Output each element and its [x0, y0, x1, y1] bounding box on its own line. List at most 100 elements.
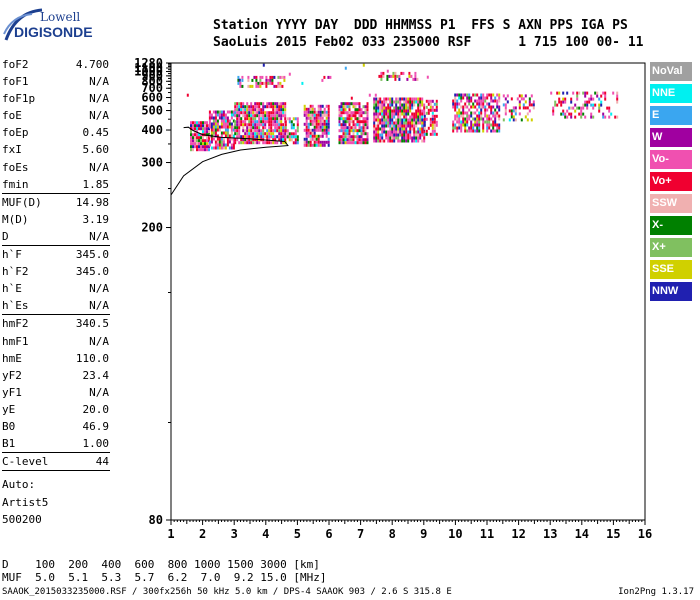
echo-point: [342, 123, 345, 127]
echo-point: [510, 115, 513, 119]
echo-point: [234, 126, 237, 130]
echo-point: [486, 93, 489, 97]
echo-point: [260, 108, 263, 112]
echo-point: [319, 128, 322, 132]
echo-point: [190, 136, 192, 140]
echo-point: [202, 145, 204, 149]
echo-point: [354, 126, 357, 130]
echo-point: [220, 134, 223, 138]
echo-point: [596, 94, 599, 98]
echo-point: [409, 130, 412, 134]
echo-point: [305, 113, 308, 117]
echo-point: [413, 139, 416, 143]
echo-point: [496, 111, 499, 115]
echo-point: [344, 132, 347, 136]
echo-point: [393, 109, 396, 113]
echo-point: [405, 124, 408, 128]
echo-point: [317, 104, 320, 108]
echo-point: [288, 132, 291, 136]
echo-point: [406, 77, 409, 81]
echo-point: [462, 111, 465, 115]
echo-point: [366, 123, 369, 127]
echo-point: [407, 100, 410, 104]
echo-point: [383, 106, 386, 110]
echo-point: [464, 120, 467, 124]
echo-point: [391, 130, 394, 134]
echo-point: [325, 110, 328, 114]
echo-point: [415, 139, 418, 143]
echo-point: [276, 123, 279, 127]
legend-item-vo-: Vo+: [650, 172, 692, 191]
echo-point: [226, 143, 229, 147]
echo-point: [415, 100, 418, 104]
echo-point: [464, 93, 467, 97]
echo-point: [340, 114, 343, 118]
echo-point: [407, 133, 410, 137]
echo-point: [393, 121, 396, 125]
echo-point: [259, 75, 262, 79]
echo-point: [286, 129, 289, 133]
echo-point: [358, 141, 361, 145]
echo-point: [266, 102, 269, 106]
echo-point: [307, 122, 310, 126]
echo-point: [327, 107, 330, 111]
echo-point: [556, 91, 559, 95]
echo-point: [224, 134, 227, 138]
echo-point: [309, 128, 312, 132]
echo-point: [530, 118, 533, 122]
echo-point: [460, 99, 463, 103]
echo-point: [342, 102, 345, 106]
echo-point: [496, 93, 499, 97]
echo-point: [252, 105, 255, 109]
echo-point: [602, 91, 605, 95]
echo-point: [460, 129, 463, 133]
echo-point: [258, 126, 261, 130]
echo-point: [271, 75, 274, 79]
echo-point: [256, 102, 259, 106]
echo-point: [380, 74, 383, 78]
echo-point: [208, 113, 211, 117]
echo-point: [431, 111, 434, 115]
echo-point: [248, 120, 251, 124]
echo-point: [265, 78, 268, 82]
echo-point: [224, 128, 227, 132]
echo-point: [284, 117, 287, 121]
echo-point: [323, 122, 326, 126]
echo-point: [303, 113, 306, 117]
echo-point: [280, 102, 283, 106]
echo-point: [313, 119, 316, 123]
echo-point: [321, 104, 324, 108]
echo-point: [554, 100, 557, 104]
echo-point: [586, 91, 589, 95]
echo-point: [592, 103, 595, 107]
echo-point: [278, 117, 281, 121]
echo-point: [516, 97, 519, 101]
echo-point: [305, 137, 308, 141]
echo-point: [408, 71, 411, 75]
echo-point: [230, 143, 233, 147]
echo-point: [470, 114, 473, 118]
echo-point: [270, 117, 273, 121]
echo-point: [230, 134, 233, 138]
echo-point: [364, 126, 367, 130]
echo-point: [200, 145, 202, 149]
echo-point: [486, 120, 489, 124]
param-row: h`F 345.0: [2, 246, 109, 263]
echo-point: [468, 102, 471, 106]
echo-point: [366, 126, 369, 130]
echo-point: [576, 97, 579, 101]
echo-point: [268, 117, 271, 121]
echo-point: [269, 81, 272, 85]
echo-point: [484, 111, 487, 115]
echo-point: [272, 138, 275, 142]
echo-point: [458, 96, 461, 100]
echo-point: [266, 132, 269, 136]
echo-point: [198, 145, 200, 149]
echo-point: [492, 111, 495, 115]
echo-point: [260, 120, 263, 124]
echo-point: [224, 119, 227, 123]
echo-point: [574, 103, 577, 107]
echo-point: [234, 108, 237, 112]
echo-point: [419, 127, 422, 131]
echo-point: [246, 105, 249, 109]
